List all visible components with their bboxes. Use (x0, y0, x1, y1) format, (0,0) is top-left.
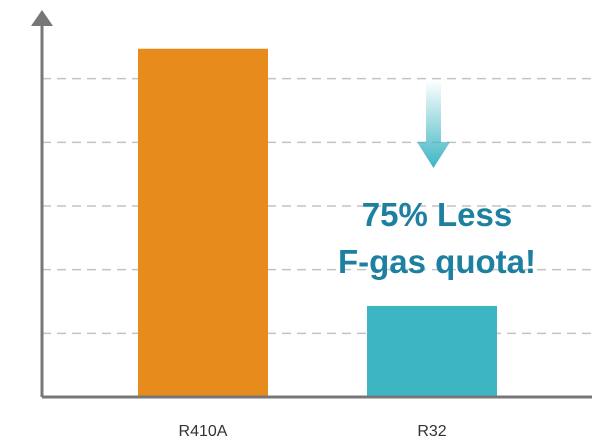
bar (138, 48, 268, 397)
bar (367, 305, 497, 397)
x-tick-label: R32 (417, 423, 446, 440)
annotation: F-gas quota! (338, 243, 536, 280)
y-axis-arrow (31, 10, 53, 26)
down-arrow (417, 80, 450, 168)
x-tick-label: R410A (179, 423, 228, 440)
annotation: 75% Less (362, 196, 512, 233)
